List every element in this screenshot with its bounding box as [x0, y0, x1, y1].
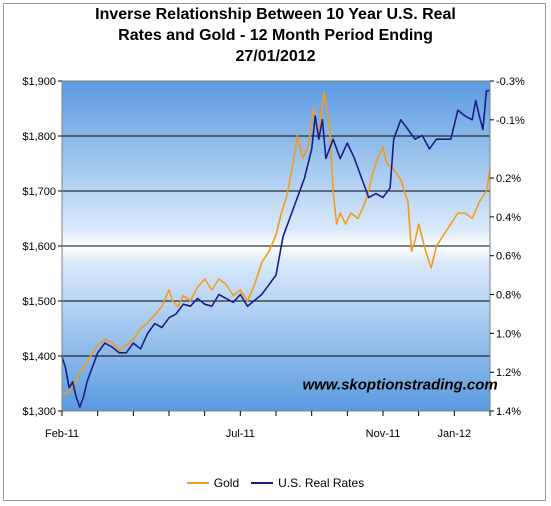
x-tick-label-2: Nov-11: [366, 428, 401, 440]
y-right-tick-label-8: 1.4%: [496, 406, 521, 418]
y-right-tick-label-4: 0.6%: [496, 251, 521, 263]
y-left-tick-label-4: $1,700: [22, 186, 56, 198]
y-right-tick-label-5: 0.8%: [496, 290, 521, 302]
y-right-tick-label-7: 1.2%: [496, 367, 521, 379]
y-right-tick-label-0: -0.3%: [496, 76, 525, 88]
legend-label-real-rates: U.S. Real Rates: [278, 476, 365, 490]
y-left-tick-label-5: $1,800: [22, 131, 56, 143]
x-tick-label-3: Jan-12: [438, 428, 472, 440]
legend-swatch-gold: [186, 482, 209, 484]
y-right-tick-label-1: -0.1%: [496, 115, 525, 127]
legend-label-gold: Gold: [213, 476, 240, 490]
legend-swatch-real-rates: [251, 482, 274, 484]
y-left-tick-label-3: $1,600: [22, 241, 56, 253]
x-tick-label-0: Feb-11: [45, 428, 79, 440]
chart-title-line-3: 27/01/2012: [235, 48, 316, 65]
chart-title-line-1: Inverse Relationship Between 10 Year U.S…: [95, 6, 456, 23]
y-left-tick-label-6: $1,900: [22, 76, 56, 88]
chart-title-line-2: Rates and Gold - 12 Month Period Ending: [118, 27, 433, 44]
y-right-tick-label-2: 0.2%: [496, 173, 521, 185]
watermark-text: www.skoptionstrading.com: [302, 377, 497, 394]
y-right-tick-label-3: 0.4%: [496, 212, 521, 224]
axes: $1,300 $1,400 $1,500 $1,600 $1,700 $1,800 $1,9…: [22, 76, 525, 440]
series-layer: [61, 89, 491, 408]
y-left-tick-label-2: $1,500: [22, 296, 56, 308]
series-line-u-s-real-rates: [61, 89, 490, 408]
y-right-tick-label-6: 1.0%: [496, 328, 521, 340]
y-left-tick-label-0: $1,300: [22, 406, 56, 418]
legend: Gold U.S. Real Rates: [0, 476, 551, 490]
x-tick-label-1: Jul-11: [226, 428, 255, 440]
series-line-gold: [61, 91, 491, 396]
chart-title: Inverse Relationship Between 10 Year U.S…: [0, 4, 551, 67]
y-left-tick-label-1: $1,400: [22, 351, 56, 363]
legend-item-real-rates: U.S. Real Rates: [251, 476, 364, 490]
legend-item-gold: Gold: [186, 476, 240, 490]
